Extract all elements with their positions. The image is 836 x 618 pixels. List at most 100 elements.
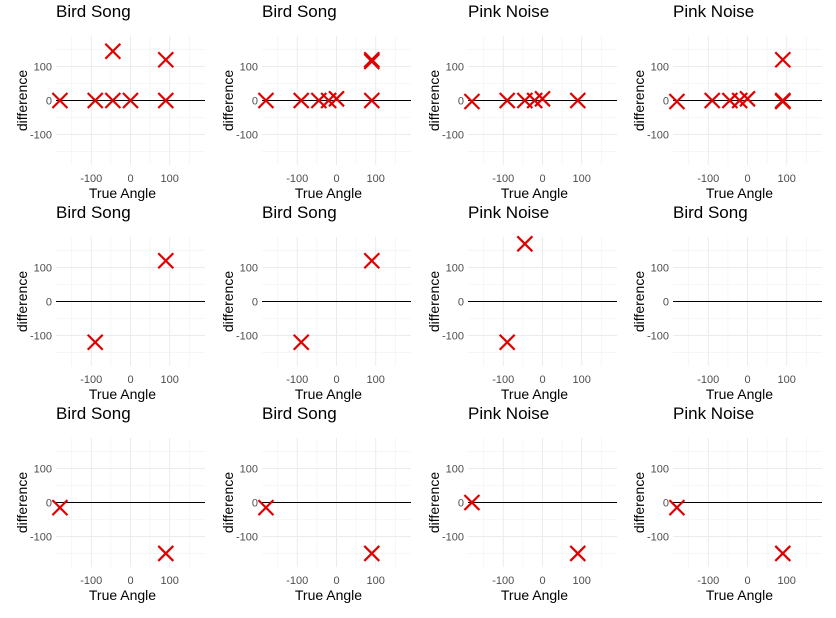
x-tick-label: -100 bbox=[80, 575, 102, 587]
chart-panel: -100 0 100 -100 0 100 True Angle difference Pink… bbox=[617, 402, 822, 603]
x-tick-label: 100 bbox=[161, 374, 179, 386]
x-tick-label: 100 bbox=[367, 173, 385, 185]
x-tick-label: -100 bbox=[697, 575, 719, 587]
chart-svg: -100 0 100 -100 0 100 True Angle difference bbox=[14, 36, 205, 201]
data-point bbox=[569, 92, 587, 109]
y-tick-label: 0 bbox=[46, 498, 52, 510]
x-tick-label: 100 bbox=[573, 173, 591, 185]
chart-panel: -100 0 100 -100 0 100 True Angle difference Bird… bbox=[206, 402, 411, 603]
data-point bbox=[363, 92, 381, 109]
data-point bbox=[534, 90, 551, 108]
y-axis-label: difference bbox=[14, 70, 30, 131]
panel-title: Pink Noise bbox=[673, 404, 755, 423]
data-point bbox=[363, 252, 381, 270]
data-point bbox=[739, 90, 756, 108]
chart-panel: -100 0 100 -100 0 100 True Angle difference Bird… bbox=[206, 201, 411, 402]
data-point bbox=[569, 545, 587, 562]
y-tick-label: 100 bbox=[240, 62, 258, 74]
y-axis-label: difference bbox=[14, 271, 30, 332]
chart-panel: -100 0 100 -100 0 100 True Angle difference Pink… bbox=[412, 201, 617, 402]
data-point bbox=[104, 92, 122, 109]
chart-panel: -100 0 100 -100 0 100 True Angle difference Pink… bbox=[617, 0, 822, 201]
y-tick-label: 0 bbox=[458, 96, 464, 108]
x-tick-label: 100 bbox=[573, 575, 591, 587]
x-tick-label: 0 bbox=[127, 575, 133, 587]
y-axis-label: difference bbox=[426, 271, 442, 332]
data-point bbox=[122, 92, 139, 109]
data-point bbox=[157, 252, 175, 270]
x-tick-label: 0 bbox=[127, 173, 133, 185]
y-tick-label: 0 bbox=[663, 96, 669, 108]
data-point bbox=[157, 545, 175, 562]
x-tick-label: 100 bbox=[161, 173, 179, 185]
y-tick-label: 0 bbox=[663, 297, 669, 309]
data-point bbox=[86, 333, 104, 351]
data-point bbox=[157, 51, 175, 69]
y-tick-label: 0 bbox=[252, 297, 258, 309]
chart-svg: -100 0 100 -100 0 100 True Angle difference bbox=[14, 438, 205, 603]
x-axis-label: True Angle bbox=[295, 587, 362, 603]
y-tick-label: 100 bbox=[651, 62, 669, 74]
x-tick-label: 100 bbox=[778, 374, 796, 386]
data-point bbox=[51, 92, 69, 109]
data-point bbox=[703, 92, 721, 109]
y-tick-label: -100 bbox=[236, 330, 258, 342]
y-axis-label: difference bbox=[631, 271, 647, 332]
data-point bbox=[328, 90, 345, 108]
x-tick-label: -100 bbox=[492, 575, 514, 587]
chart-svg: -100 0 100 -100 0 100 True Angle difference bbox=[220, 237, 411, 402]
x-tick-label: 0 bbox=[744, 575, 750, 587]
y-axis-label: difference bbox=[631, 472, 647, 533]
y-tick-label: 0 bbox=[663, 498, 669, 510]
panel-title: Bird Song bbox=[262, 203, 337, 222]
chart-panel: -100 0 100 -100 0 100 True Angle difference Bird… bbox=[0, 201, 205, 402]
x-tick-label: 0 bbox=[539, 374, 545, 386]
panel-title: Pink Noise bbox=[468, 2, 550, 21]
y-axis-label: difference bbox=[220, 271, 236, 332]
x-tick-label: 100 bbox=[161, 575, 179, 587]
data-point bbox=[363, 545, 381, 562]
data-point bbox=[257, 499, 275, 516]
x-tick-label: 0 bbox=[333, 173, 339, 185]
x-axis-label: True Angle bbox=[501, 386, 568, 402]
x-tick-label: 0 bbox=[333, 575, 339, 587]
data-point bbox=[668, 93, 686, 110]
y-tick-label: 100 bbox=[240, 464, 258, 476]
chart-svg: -100 0 100 -100 0 100 True Angle difference bbox=[631, 36, 822, 201]
y-tick-label: -100 bbox=[30, 330, 52, 342]
data-point bbox=[157, 92, 175, 109]
x-tick-label: -100 bbox=[492, 173, 514, 185]
chart-panel: -100 0 100 -100 0 100 True Angle difference Bird… bbox=[206, 0, 411, 201]
x-axis-label: True Angle bbox=[89, 386, 156, 402]
y-tick-label: 0 bbox=[458, 297, 464, 309]
y-tick-label: -100 bbox=[236, 531, 258, 543]
y-axis-label: difference bbox=[426, 472, 442, 533]
x-axis-label: True Angle bbox=[501, 587, 568, 603]
panel-title: Bird Song bbox=[56, 2, 131, 21]
x-tick-label: 100 bbox=[367, 374, 385, 386]
y-tick-label: 100 bbox=[240, 263, 258, 275]
y-axis-label: difference bbox=[220, 472, 236, 533]
chart-svg: -100 0 100 -100 0 100 True Angle difference bbox=[631, 237, 822, 402]
y-tick-label: 100 bbox=[446, 464, 464, 476]
data-point bbox=[363, 53, 381, 70]
panel-title: Bird Song bbox=[56, 404, 131, 423]
chart-svg: -100 0 100 -100 0 100 True Angle difference bbox=[426, 438, 617, 603]
x-tick-label: -100 bbox=[80, 374, 102, 386]
panel-title: Bird Song bbox=[56, 203, 131, 222]
chart-panel: -100 0 100 -100 0 100 True Angle difference Bird… bbox=[0, 0, 205, 201]
chart-panel: -100 0 100 -100 0 100 True Angle difference Bird… bbox=[0, 402, 205, 603]
data-point bbox=[774, 93, 792, 110]
x-tick-label: 0 bbox=[333, 374, 339, 386]
data-point bbox=[104, 42, 122, 60]
y-tick-label: 100 bbox=[34, 263, 52, 275]
data-point bbox=[463, 494, 481, 511]
y-tick-label: -100 bbox=[30, 531, 52, 543]
data-point bbox=[257, 92, 275, 109]
chart-panel: -100 0 100 -100 0 100 True Angle difference Bird… bbox=[617, 201, 822, 402]
chart-panel: -100 0 100 -100 0 100 True Angle difference Pink… bbox=[412, 402, 617, 603]
y-tick-label: 100 bbox=[34, 464, 52, 476]
y-tick-label: -100 bbox=[30, 129, 52, 141]
panel-title: Pink Noise bbox=[468, 404, 550, 423]
x-tick-label: 0 bbox=[744, 173, 750, 185]
